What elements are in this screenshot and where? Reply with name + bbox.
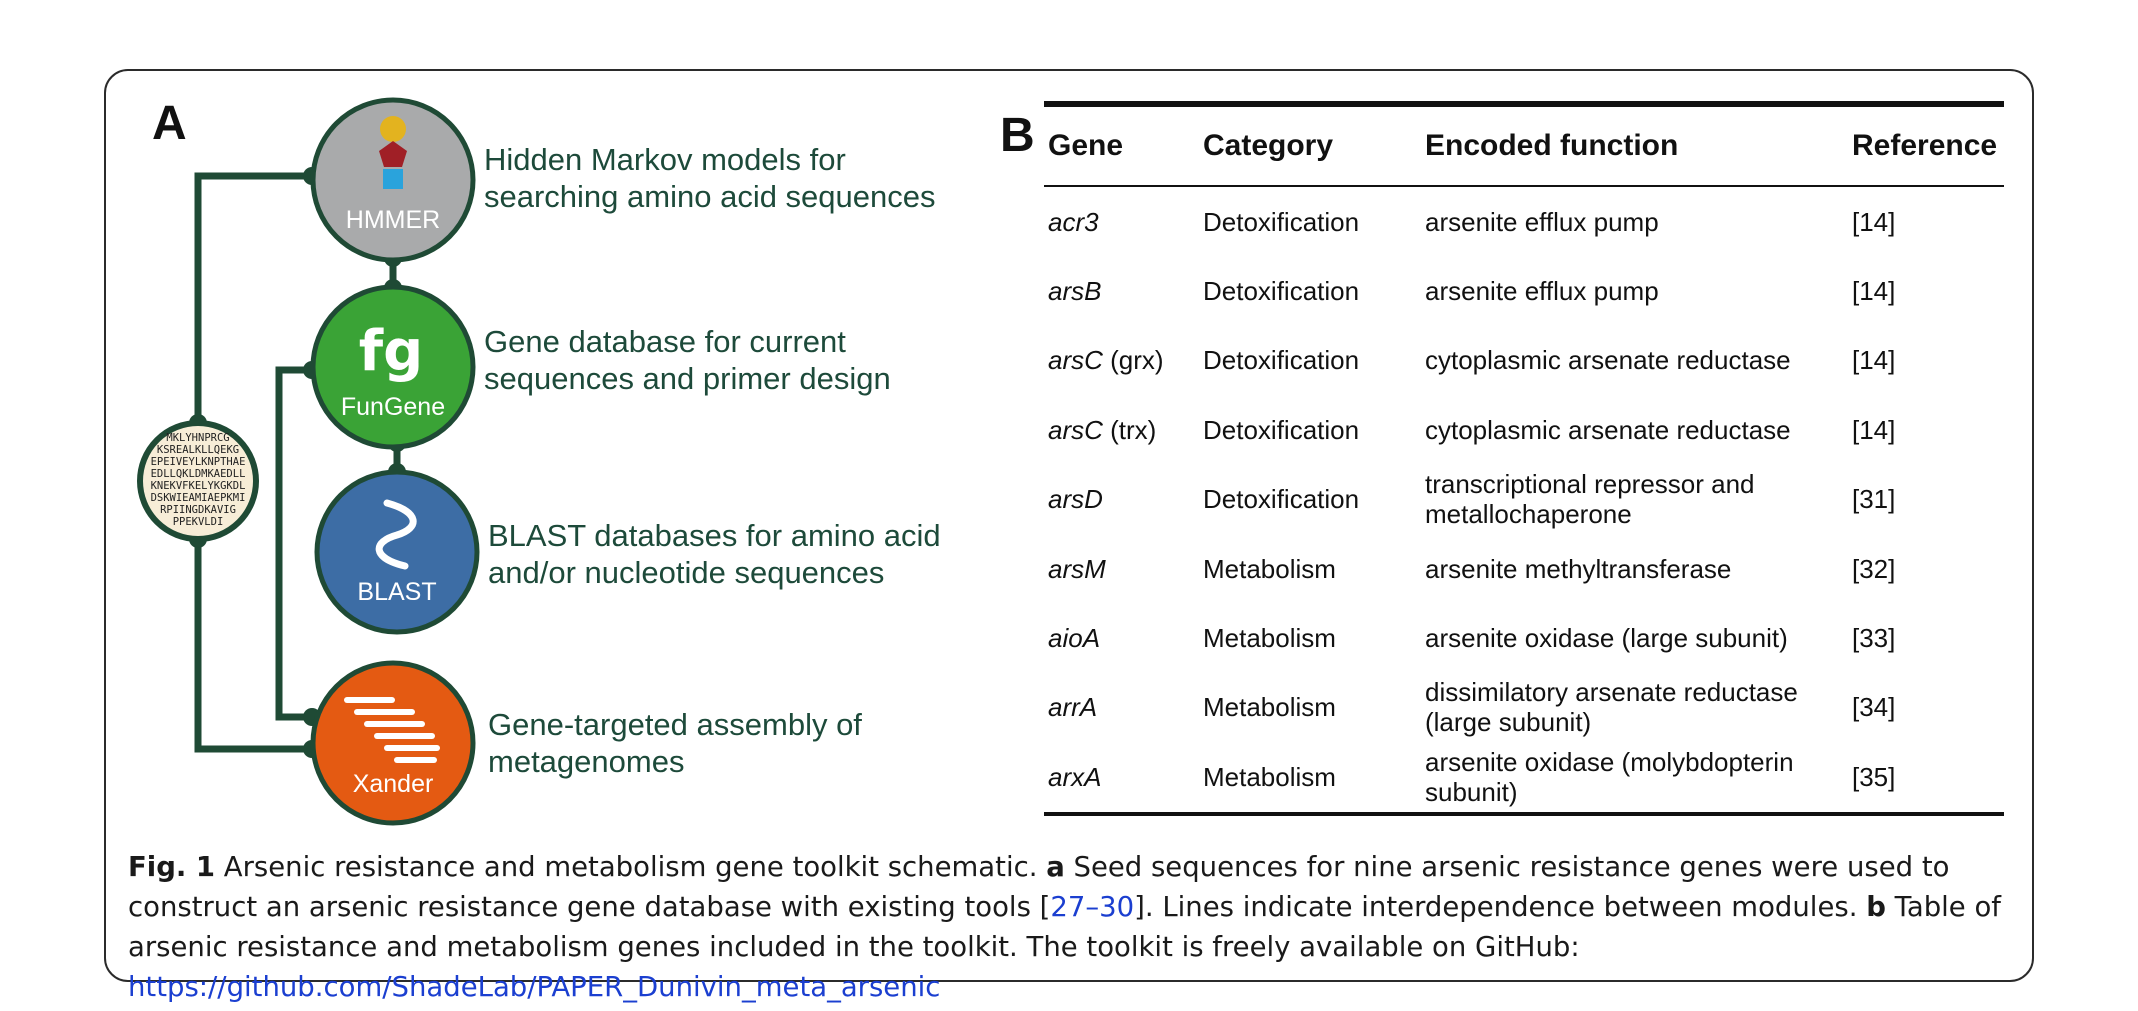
- xander-description: Gene-targeted assembly of metagenomes: [488, 707, 862, 779]
- seq-line: MKLYHNPRCG: [166, 432, 229, 444]
- gene-cell: arsD: [1048, 484, 1103, 515]
- hmmer-circle-icon: [380, 116, 406, 142]
- table-row: arsC (grx) Detoxification cytoplasmic ar…: [1044, 326, 2004, 395]
- table-row: arxA Metabolism arsenite oxidase (molybd…: [1044, 742, 2004, 814]
- seq-line: EDLLQKLDMKAEDLL: [151, 468, 246, 480]
- gene-cell: arsM: [1048, 553, 1106, 584]
- reference-cell: [14]: [1852, 276, 1896, 307]
- function-cell: dissimilatory arsenate reductase (large s…: [1425, 677, 1798, 738]
- part-b-text: Table of arsenic resistance and metaboli…: [128, 891, 2001, 963]
- part-b-label: b: [1866, 891, 1886, 923]
- gene-cell: aioA: [1048, 623, 1101, 654]
- function-cell: arsenite efflux pump: [1425, 276, 1659, 307]
- function-cell: arsenite methyltransferase: [1425, 553, 1732, 584]
- gene-cell: acr3: [1048, 206, 1099, 237]
- seq-line: KNEKVFKELYKGKDL: [151, 480, 246, 492]
- category-cell: Metabolism: [1203, 623, 1336, 654]
- category-cell: Detoxification: [1203, 345, 1360, 376]
- xander-reads-icon: [344, 697, 440, 763]
- gene-cell: arsC (trx): [1048, 414, 1157, 445]
- reference-cell: [31]: [1852, 484, 1896, 515]
- category-cell: Detoxification: [1203, 206, 1360, 237]
- category-cell: Metabolism: [1203, 553, 1336, 584]
- gene-cell: arrA: [1048, 692, 1098, 723]
- caption-title: Arsenic resistance and metabolism gene t…: [215, 851, 1047, 883]
- seq-line: EPEIVEYLKNPTHAE: [151, 456, 246, 468]
- hmmer-description: Hidden Markov models for searching amino…: [484, 142, 936, 214]
- table-row: arsB Detoxification arsenite efflux pump…: [1044, 256, 2004, 325]
- part-a-text-end: ]. Lines indicate interdependence betwee…: [1134, 891, 1867, 923]
- hmmer-label: HMMER: [346, 206, 440, 234]
- figure-caption: Fig. 1 Arsenic resistance and metabolism…: [128, 847, 2008, 1007]
- reference-cell: [32]: [1852, 553, 1896, 584]
- sequence-circle: MKLYHNPRCG KSREALKLLQEKG EPEIVEYLKNPTHAE…: [137, 420, 259, 542]
- fungene-description: Gene database for current sequences and …: [484, 324, 891, 396]
- seq-line: DSKWIEAMIAEPKMI: [151, 492, 246, 504]
- category-cell: Metabolism: [1203, 761, 1336, 792]
- function-cell: cytoplasmic arsenate reductase: [1425, 345, 1791, 376]
- panel-a-label: A: [152, 97, 187, 150]
- table-row: arsD Detoxification transcriptional repr…: [1044, 465, 2004, 534]
- xander-label: Xander: [353, 770, 434, 798]
- reference-cell: [35]: [1852, 761, 1896, 792]
- function-cell: arsenite efflux pump: [1425, 206, 1659, 237]
- reference-cell: [34]: [1852, 692, 1896, 723]
- table-row: acr3 Detoxification arsenite efflux pump…: [1044, 186, 2004, 256]
- fungene-node: fg FunGene: [310, 284, 476, 450]
- blast-label: BLAST: [357, 578, 436, 606]
- hmmer-node: HMMER: [310, 97, 476, 263]
- seq-line: KSREALKLLQEKG: [157, 444, 239, 456]
- table-row: arsM Metabolism arsenite methyltransfera…: [1044, 534, 2004, 603]
- gene-table: Gene Category Encoded function Reference…: [1044, 101, 2004, 816]
- function-cell: cytoplasmic arsenate reductase: [1425, 414, 1791, 445]
- header-reference: Reference: [1852, 129, 1998, 162]
- line-hmmer: [194, 172, 312, 423]
- function-cell: transcriptional repressor and metallochap…: [1425, 469, 1755, 530]
- header-category: Category: [1203, 129, 1334, 162]
- fungene-logo-icon: fg: [359, 319, 423, 384]
- seq-line: RPIINGDKAVIG: [160, 504, 236, 516]
- github-link[interactable]: https://github.com/ShadeLab/PAPER_Dunivi…: [128, 971, 941, 1003]
- gene-cell: arsB: [1048, 276, 1102, 307]
- hmmer-pentagon-icon: [379, 141, 407, 167]
- table-row: aioA Metabolism arsenite oxidase (large …: [1044, 603, 2004, 672]
- panel-b-label: B: [1000, 109, 1035, 162]
- seq-line: PPEKVLDI: [173, 516, 224, 528]
- reference-cell: [14]: [1852, 345, 1896, 376]
- line-xander: [194, 539, 312, 753]
- part-a-text: Seed sequences for nine arsenic resistan…: [128, 851, 1950, 923]
- category-cell: Metabolism: [1203, 692, 1336, 723]
- citation-link[interactable]: 27–30: [1050, 891, 1135, 923]
- xander-node: Xander: [310, 660, 476, 826]
- part-a-label: a: [1046, 851, 1065, 883]
- category-cell: Detoxification: [1203, 414, 1360, 445]
- blast-node: BLAST: [314, 469, 480, 635]
- hmmer-square-icon: [383, 169, 403, 189]
- fungene-label: FunGene: [341, 393, 445, 421]
- function-cell: arsenite oxidase (molybdopterin subunit): [1425, 746, 1794, 807]
- fig-label: Fig. 1: [128, 851, 216, 883]
- header-function: Encoded function: [1425, 129, 1679, 162]
- blast-description: BLAST databases for amino acid and/or nu…: [488, 518, 941, 590]
- reference-cell: [14]: [1852, 414, 1896, 445]
- table-header-row: Gene Category Encoded function Reference: [1044, 104, 2004, 186]
- gene-cell: arsC (grx): [1048, 345, 1164, 376]
- reference-cell: [14]: [1852, 206, 1896, 237]
- gene-cell: arxA: [1048, 761, 1102, 792]
- figure-frame: [104, 69, 2034, 982]
- table-row: arrA Metabolism dissimilatory arsenate r…: [1044, 673, 2004, 742]
- blast-helix-icon: [375, 499, 417, 570]
- line-fungene-xander: [275, 366, 312, 721]
- table-row: arsC (trx) Detoxification cytoplasmic ar…: [1044, 395, 2004, 464]
- function-cell: arsenite oxidase (large subunit): [1425, 623, 1788, 654]
- header-gene: Gene: [1048, 129, 1124, 162]
- category-cell: Detoxification: [1203, 276, 1360, 307]
- category-cell: Detoxification: [1203, 484, 1360, 515]
- reference-cell: [33]: [1852, 623, 1896, 654]
